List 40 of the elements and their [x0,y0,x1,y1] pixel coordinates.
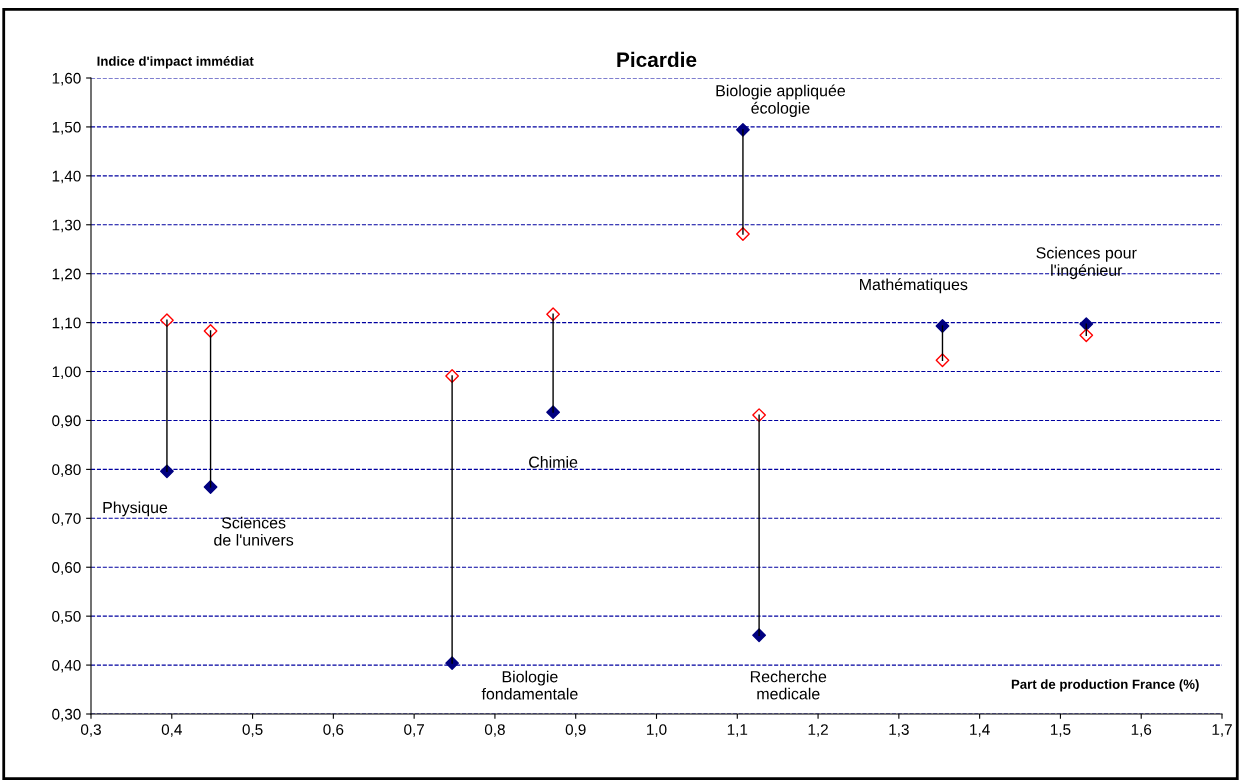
y-tick-label: 0,80 [52,464,81,477]
chart-title: Picardie [617,51,697,68]
y-axis-title: Indice d'impact immédiat [97,56,254,69]
x-tick-label: 1,3 [889,724,909,737]
annotation: Chimie [529,456,578,468]
point [1079,328,1094,343]
x-tick-label: 0,5 [242,724,263,737]
x-tick-label: 0,4 [161,724,182,737]
annotation: Biologie appliquée écologie [716,84,846,117]
annotation: Sciences de l'univers [214,516,294,546]
x-tick-label: 0,6 [323,724,344,737]
x-tick-label: 0,9 [565,724,586,737]
y-tick-label: 1,50 [52,121,81,135]
x-axis-title: Part de production France (%) [1011,679,1199,692]
y-tick-label: 0,70 [52,513,81,526]
x-tick-label: 1,6 [1131,724,1152,737]
y-tick-label: 0,60 [52,562,81,575]
annotation: Recherche medicale [750,670,827,700]
annotation: Physique [103,501,168,517]
y-tick-label: 0,30 [52,708,81,722]
y-tick-label: 1,60 [52,72,81,86]
x-tick-label: 0,7 [404,724,424,737]
x-tick-label: 1,4 [970,724,990,737]
x-tick-label: 1,0 [647,724,667,737]
x-tick-label: 1,2 [808,724,828,737]
x-tick-label: 1,5 [1050,724,1071,737]
y-tick-label: 1,20 [52,268,81,282]
x-tick-label: 1,7 [1212,724,1232,737]
y-tick-label: 0,40 [52,659,81,673]
y-tick-label: 1,30 [52,219,81,233]
x-tick-label: 0,8 [484,724,505,737]
y-tick-label: 1,40 [52,170,81,184]
y-tick-label: 0,90 [52,415,81,428]
y-tick-label: 1,00 [52,366,81,380]
annotation: Biologie fondamentale [481,670,578,700]
x-tick-label: 0,3 [80,724,101,737]
y-tick-label: 0,50 [52,611,81,624]
y-tick-label: 1,10 [52,317,81,331]
annotation: Mathématiques [860,278,968,294]
x-tick-label: 1,1 [727,724,748,737]
